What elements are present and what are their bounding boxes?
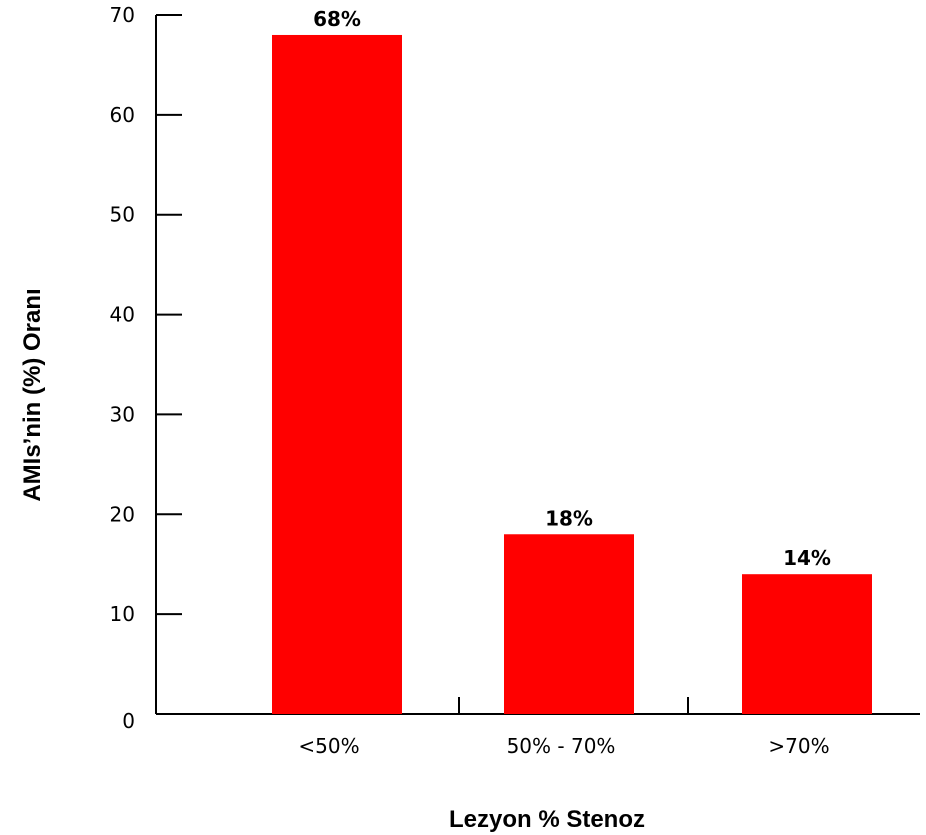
bar (742, 574, 872, 714)
bar-value-label: 14% (783, 546, 831, 570)
x-tick-label: 50% - 70% (507, 734, 616, 758)
y-tick-label: 60 (110, 103, 135, 127)
y-tick-label: 70 (110, 3, 135, 27)
bar-value-label: 18% (545, 506, 593, 530)
x-tick-label: <50% (298, 734, 359, 758)
chart-labels: 0 10 20 30 40 50 60 70 68% <50% 18% 50% - 70% 14% >70… (110, 3, 831, 758)
bar (272, 34, 402, 714)
x-tick-label: >70% (768, 734, 829, 758)
x-axis-title: Lezyon % Stenoz (449, 806, 645, 833)
y-tick-label: 10 (110, 602, 135, 626)
y-tick-label: 0 (122, 709, 135, 733)
bar-value-label: 68% (313, 7, 361, 31)
y-tick-label: 20 (110, 502, 135, 526)
bar (504, 534, 634, 714)
y-tick-label: 40 (110, 303, 135, 327)
y-tick-label: 30 (110, 402, 135, 426)
y-axis-title: AMIs’nin (%) Oranı (19, 288, 46, 501)
chart-bars (272, 34, 872, 714)
y-tick-label: 50 (110, 203, 135, 227)
